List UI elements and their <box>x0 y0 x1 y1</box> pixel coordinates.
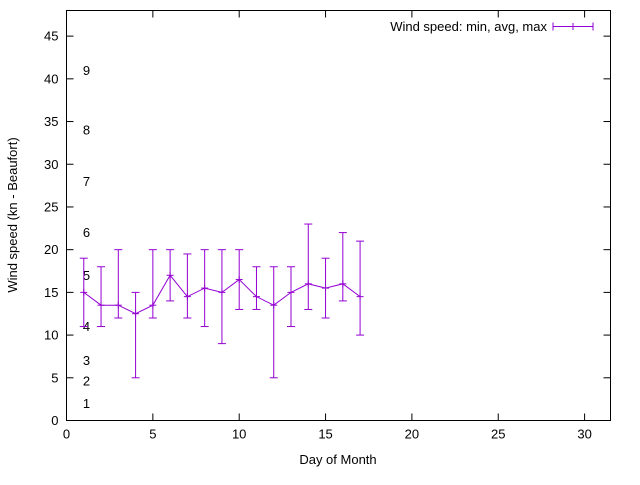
errorbar <box>304 223 313 310</box>
x-tick-label: 25 <box>491 427 505 442</box>
legend-errorbar-sample <box>552 22 594 31</box>
plot-border <box>66 10 611 421</box>
avg-point-marker <box>270 301 278 309</box>
x-tick-label: 30 <box>577 427 591 442</box>
errorbar <box>131 291 140 379</box>
legend-label: Wind speed: min, avg, max <box>390 19 547 34</box>
avg-point-marker <box>218 288 226 296</box>
x-tick-label: 20 <box>405 427 419 442</box>
y-tick-label: 25 <box>44 199 58 214</box>
errorbar <box>269 266 278 379</box>
beaufort-label: 3 <box>83 353 90 368</box>
beaufort-label: 1 <box>83 396 90 411</box>
beaufort-label: 6 <box>83 225 90 240</box>
avg-point-marker <box>201 284 209 292</box>
avg-point-marker <box>149 301 157 309</box>
avg-point-marker <box>356 293 364 301</box>
y-tick-label: 5 <box>51 370 58 385</box>
legend: Wind speed: min, avg, max <box>390 19 594 34</box>
avg-point-marker <box>287 288 295 296</box>
x-tick-label: 5 <box>149 427 156 442</box>
errorbar <box>356 240 365 336</box>
border-rect <box>66 10 611 421</box>
errorbar <box>252 266 261 310</box>
errorbar <box>217 249 226 345</box>
x-axis-title: Day of Month <box>299 452 376 467</box>
errorbar-series <box>79 223 365 379</box>
y-tick-label: 15 <box>44 285 58 300</box>
errorbar <box>97 266 106 328</box>
errorbar <box>287 266 296 328</box>
beaufort-label: 5 <box>83 268 90 283</box>
y-tick-label: 35 <box>44 114 58 129</box>
beaufort-label: 9 <box>83 63 90 78</box>
avg-point-marker <box>339 280 347 288</box>
avg-point-marker <box>114 301 122 309</box>
y-tick-label: 40 <box>44 71 58 86</box>
y-tick-label: 45 <box>44 29 58 44</box>
errorbar <box>183 253 192 319</box>
y-tick-label: 10 <box>44 328 58 343</box>
x-tick-label: 0 <box>63 427 70 442</box>
beaufort-label: 7 <box>83 174 90 189</box>
avg-point-marker <box>322 284 330 292</box>
avg-point-marker <box>132 310 140 318</box>
avg-point-marker <box>304 280 312 288</box>
avg-point-marker <box>235 276 243 284</box>
avg-point-marker <box>183 293 191 301</box>
avg-point-marker <box>252 293 260 301</box>
y-axis-title: Wind speed (kn - Beaufort) <box>5 137 20 292</box>
avg-point-marker <box>80 288 88 296</box>
x-tick-label: 15 <box>318 427 332 442</box>
beaufort-label: 2 <box>83 374 90 389</box>
avg-point-marker <box>97 301 105 309</box>
y-tick-label: 30 <box>44 157 58 172</box>
errorbar <box>338 232 347 302</box>
y-tick-label: 20 <box>44 242 58 257</box>
x-tick-label: 10 <box>232 427 246 442</box>
avg-point-marker <box>166 271 174 279</box>
y-tick-label: 0 <box>51 413 58 428</box>
beaufort-label: 8 <box>83 123 90 138</box>
